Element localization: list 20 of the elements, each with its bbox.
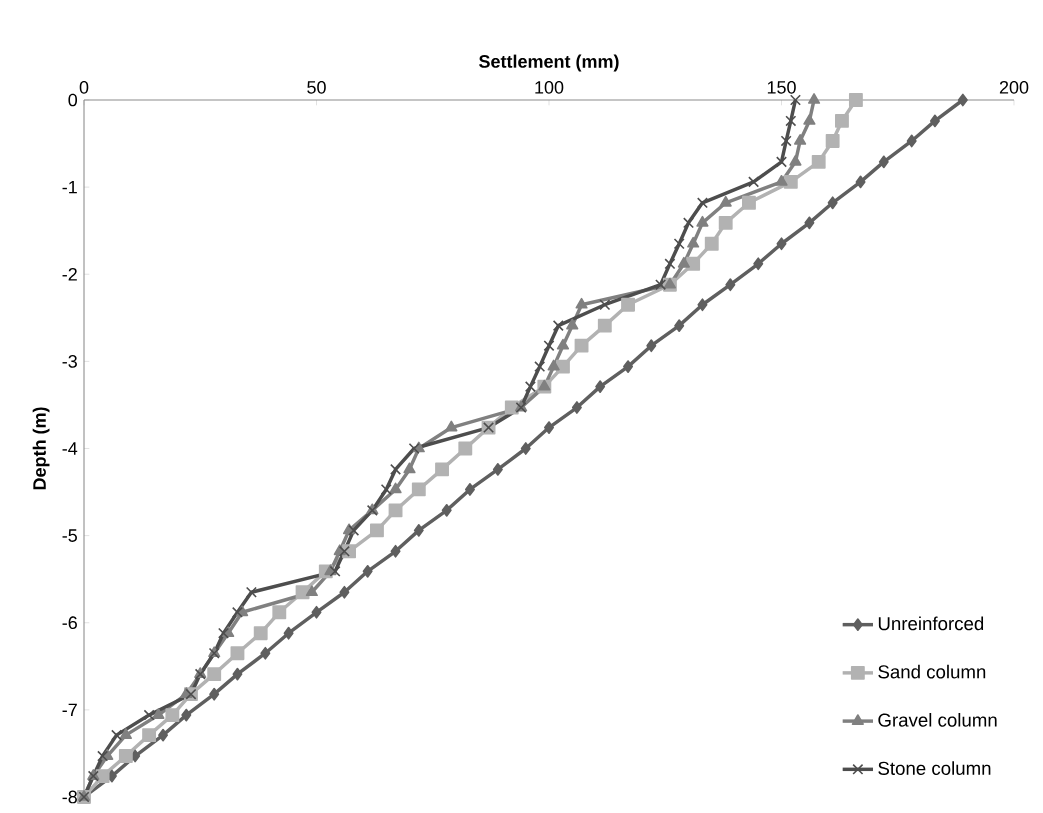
y-tick-label: -7: [62, 703, 77, 717]
y-tick-label: -8: [62, 790, 77, 804]
y-tick-label: -4: [62, 442, 78, 455]
x-tick-label: 100: [535, 80, 564, 94]
x-tick-label: 0: [79, 80, 89, 94]
legend-label: Gravel column: [878, 712, 997, 727]
legend-label: Stone column: [878, 761, 991, 775]
x-axis-title: Settlement (mm): [479, 54, 619, 72]
y-tick-label: -5: [62, 529, 77, 542]
x-tick-label: 50: [307, 80, 326, 94]
y-axis-title: Depth (m): [32, 407, 50, 490]
y-tick-label: -3: [62, 355, 77, 368]
legend-label: Sand column: [878, 664, 986, 679]
y-tick-label: 0: [68, 93, 78, 107]
y-tick-label: -1: [62, 180, 77, 194]
x-tick-label: 200: [999, 80, 1029, 94]
y-tick-label: -6: [62, 616, 77, 630]
y-tick-label: -2: [62, 267, 77, 281]
x-tick-label: 150: [767, 80, 796, 94]
legend-label: Unreinforced: [878, 616, 984, 631]
